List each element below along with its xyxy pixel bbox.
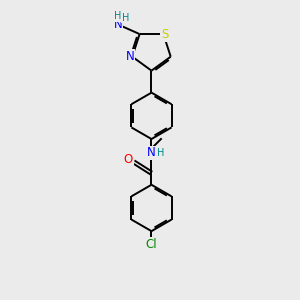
Text: H: H — [114, 11, 122, 21]
Text: H: H — [122, 13, 130, 22]
Text: N: N — [146, 146, 155, 160]
Text: O: O — [124, 153, 133, 166]
Text: H: H — [157, 148, 164, 158]
Text: Cl: Cl — [146, 238, 157, 251]
Text: S: S — [161, 28, 169, 40]
Text: N: N — [125, 50, 134, 63]
Text: N: N — [113, 18, 122, 31]
